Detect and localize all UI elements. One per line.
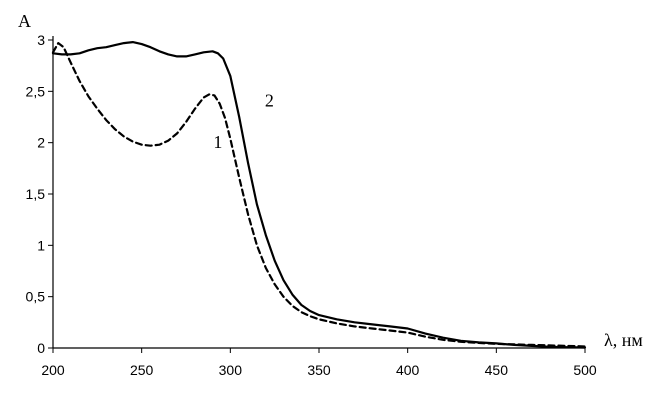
x-tick-label: 400 [396, 362, 420, 378]
x-tick-label: 500 [573, 362, 597, 378]
y-tick-label: 0 [37, 340, 45, 356]
x-axis-label: λ, нм [604, 330, 643, 350]
y-tick-label: 0,5 [26, 289, 46, 305]
labels-layer: A λ, нм 1 2 [18, 11, 643, 350]
x-tick-label: 200 [41, 362, 65, 378]
x-tick-label: 300 [219, 362, 243, 378]
x-tick-label: 450 [485, 362, 509, 378]
x-tick-label: 250 [130, 362, 154, 378]
x-tick-label: 350 [307, 362, 331, 378]
axes-layer [52, 36, 585, 349]
series-line-1 [51, 42, 587, 348]
ticks-layer: 200 250 300 350 400 450 500 0 0,5 1 1,5 2 2,5 3 [26, 32, 597, 378]
curve-label-1: 1 [213, 132, 222, 152]
series-layer [51, 41, 587, 349]
y-axis-label: A [18, 11, 31, 31]
y-tick-label: 2 [37, 135, 45, 151]
y-tick-label: 2,5 [26, 83, 46, 99]
y-tick-label: 1,5 [26, 186, 46, 202]
curve-label-2: 2 [265, 91, 274, 111]
series-line-2 [51, 41, 587, 349]
y-tick-label: 1 [37, 237, 45, 253]
y-tick-label: 3 [37, 32, 45, 48]
